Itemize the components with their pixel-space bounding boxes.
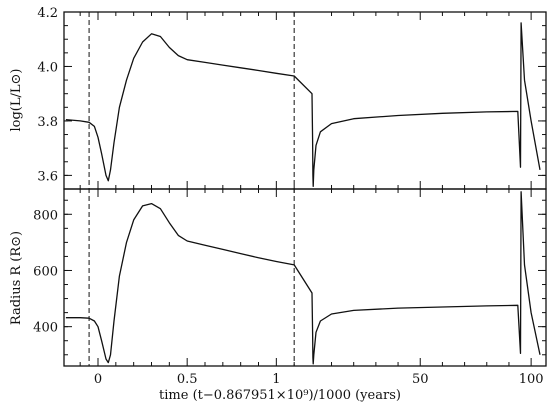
luminosity-curve — [65, 22, 541, 187]
top-ylabel: log(L/L⊙) — [9, 69, 24, 132]
top-ytick-label: 4.2 — [37, 6, 58, 21]
xtick-label: 0 — [94, 372, 102, 387]
bottom-panel-frame — [63, 188, 547, 367]
xtick-label: 50 — [412, 372, 429, 387]
bottom-ytick-label: 400 — [33, 321, 58, 336]
bottom-ylabel: Radius R (R⊙) — [9, 231, 24, 325]
xtick-label: 1 — [272, 372, 280, 387]
top-ytick-label: 3.8 — [37, 115, 58, 130]
bottom-ytick-label: 800 — [33, 208, 58, 223]
xtick-label: 0.5 — [177, 372, 198, 387]
event-markers — [88, 12, 295, 366]
xlabel: time (t−0.867951×10⁹)/1000 (years) — [159, 388, 401, 403]
xtick-label: 100 — [519, 372, 544, 387]
radius-curve — [65, 191, 541, 365]
curves — [65, 22, 541, 365]
top-panel-frame — [63, 11, 547, 190]
bottom-ytick-label: 600 — [33, 264, 58, 279]
top-ytick-label: 4.0 — [37, 60, 58, 75]
top-ytick-label: 3.6 — [37, 169, 58, 184]
